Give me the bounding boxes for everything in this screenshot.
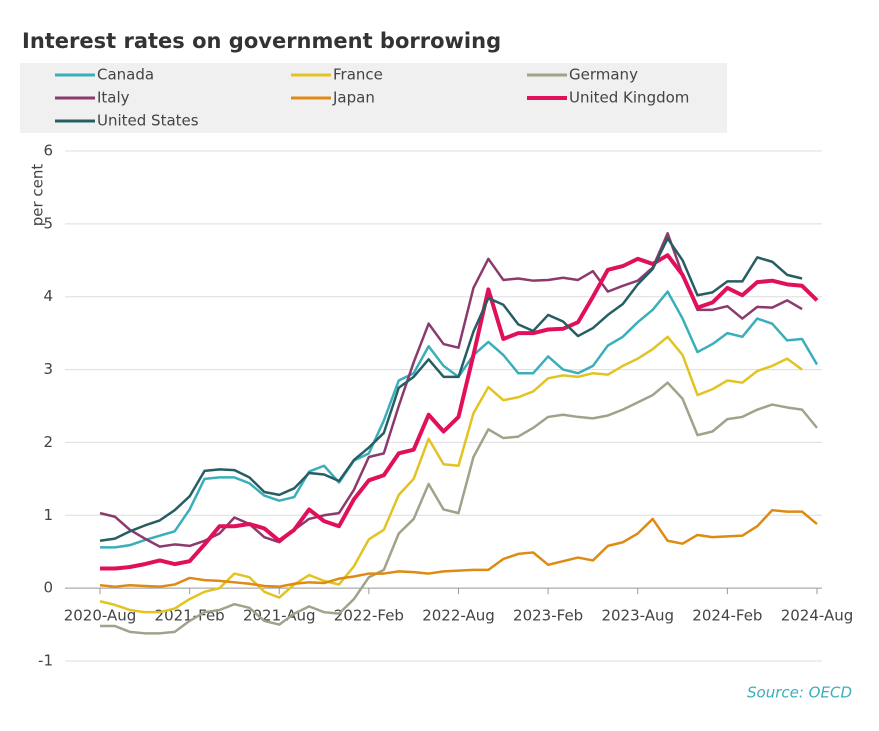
x-tick-label: 2024-Aug (781, 607, 854, 625)
x-tick-label: 2023-Aug (601, 607, 674, 625)
legend-label: United Kingdom (569, 89, 689, 107)
y-tick-label: 2 (43, 433, 53, 451)
x-tick-label: 2020-Aug (64, 607, 137, 625)
x-tick-label: 2022-Feb (334, 607, 404, 625)
legend-box (20, 63, 727, 133)
series-line (100, 381, 818, 635)
series-line (99, 508, 818, 588)
series-line (100, 253, 819, 571)
y-tick-label: 5 (43, 214, 53, 232)
x-tick-label: 2024-Feb (692, 607, 762, 625)
legend-label: United States (97, 112, 199, 130)
source: Source: OECD (747, 684, 852, 702)
y-tick-label: -1 (38, 652, 53, 670)
y-tick-label: 6 (43, 142, 53, 160)
legend-label: Germany (569, 66, 638, 84)
legend-label: Japan (332, 89, 375, 107)
y-axis-label: per cent (29, 164, 47, 227)
y-tick-label: 4 (43, 287, 53, 305)
series-line (99, 335, 803, 614)
series-line (99, 237, 803, 543)
legend-label: Canada (97, 66, 154, 84)
y-tick-label: 0 (43, 579, 53, 597)
legend-label: Italy (97, 89, 130, 107)
x-tick-label: 2023-Feb (513, 607, 583, 625)
y-tick-label: 1 (43, 506, 53, 524)
legend-label: France (333, 66, 383, 84)
x-tick-label: 2022-Aug (422, 607, 495, 625)
chart-title: Interest rates on government borrowing (22, 29, 501, 53)
y-tick-label: 3 (43, 360, 53, 378)
